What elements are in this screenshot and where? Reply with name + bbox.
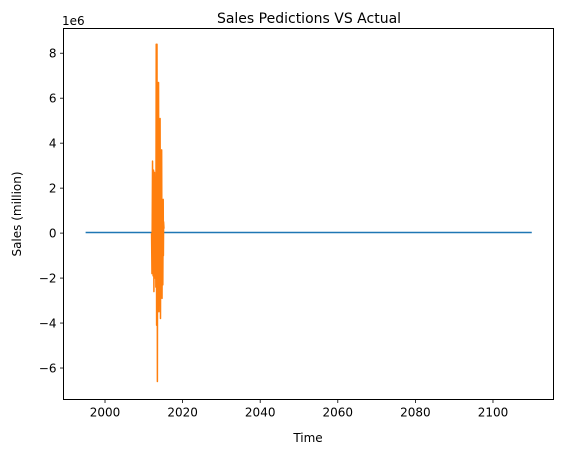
- x-axis-label: Time: [292, 431, 322, 445]
- y-tick-label: 0: [49, 227, 57, 241]
- y-tick-label: 4: [49, 137, 57, 151]
- y-tick-label: 2: [49, 182, 57, 196]
- x-tick-label: 2000: [90, 406, 121, 420]
- y-axis-label: Sales (million): [10, 171, 24, 256]
- y-tick-label: −2: [39, 272, 57, 286]
- x-tick-label: 2060: [323, 406, 354, 420]
- plot-area-frame: [63, 28, 554, 400]
- y-tick-label: 6: [49, 92, 57, 106]
- y-tick-label: −6: [39, 362, 57, 376]
- x-tick-label: 2040: [245, 406, 276, 420]
- x-tick-label: 2100: [478, 406, 509, 420]
- x-tick-label: 2020: [167, 406, 198, 420]
- y-tick-label: 8: [49, 47, 57, 61]
- series-group: [85, 43, 532, 383]
- chart-title: Sales Pedictions VS Actual: [217, 11, 401, 27]
- ticks-group: 2000 2020 2040 2060 2080 2100 −6 −4 −2 0 2 4 6 8: [39, 47, 508, 420]
- x-tick-label: 2080: [400, 406, 431, 420]
- y-tick-label: −4: [39, 317, 57, 331]
- series-line-2: [150, 43, 165, 383]
- y-offset-text: 1e6: [62, 14, 85, 28]
